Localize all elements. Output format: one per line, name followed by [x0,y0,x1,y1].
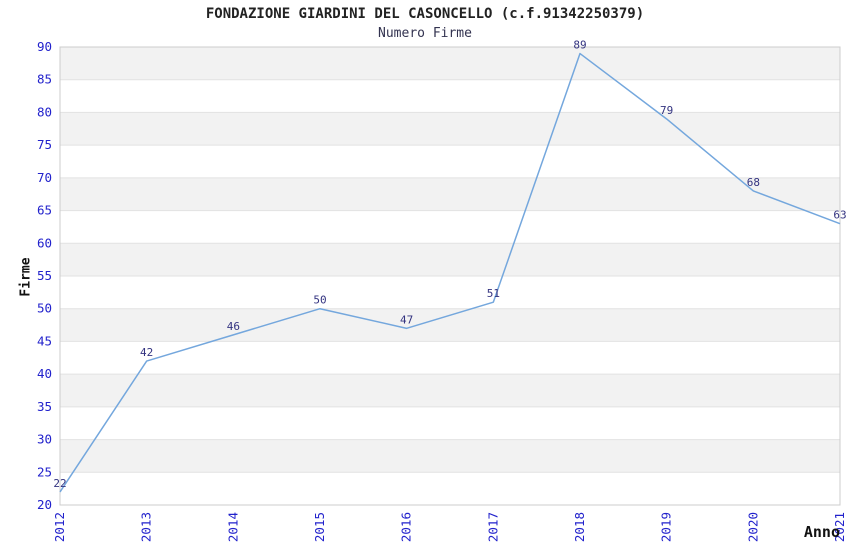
y-tick-label: 25 [37,464,52,479]
y-tick-label: 45 [37,333,52,348]
y-tick-label: 60 [37,235,52,250]
data-label: 42 [140,346,153,359]
y-tick-label: 35 [37,399,52,414]
data-label: 68 [747,176,760,189]
x-tick-label: 2016 [399,512,414,542]
data-label: 50 [313,294,326,307]
x-tick-label: 2021 [832,512,847,542]
x-tick-label: 2019 [659,512,674,542]
data-label: 63 [833,209,846,222]
data-label: 51 [487,287,500,300]
x-tick-label: 2013 [139,512,154,542]
plot-band [60,439,840,473]
data-labels: 22 42 46 50 47 51 89 79 68 63 [53,39,846,490]
x-tick-label: 2020 [745,512,760,542]
y-tick-label: 20 [37,497,52,512]
plot-border [59,46,841,506]
x-tick-labels: 2012 2013 2014 2015 2016 2017 2018 2019 2020 2021 [52,512,847,542]
y-tick-label: 75 [37,137,52,152]
plot-band [60,47,840,80]
y-tick-label: 55 [37,268,52,283]
x-tick-label: 2015 [312,512,327,542]
data-label: 22 [53,477,66,490]
plot-band [60,112,840,146]
y-tick-labels: 20 25 30 35 40 45 50 55 60 65 70 75 80 85 90 [37,39,52,512]
y-tick-label: 80 [37,104,52,119]
plot-band [60,243,840,276]
y-tick-label: 40 [37,366,52,381]
firme-line-series [59,52,841,493]
x-tick-label: 2018 [572,512,587,542]
y-tick-label: 70 [37,170,52,185]
plot-bands [60,47,840,473]
y-tick-label: 90 [37,39,52,54]
data-label: 47 [400,313,413,326]
data-label: 46 [227,320,240,333]
y-tick-label: 85 [37,72,52,87]
plot-band [60,308,840,342]
x-tick-label: 2017 [485,512,500,542]
chart-subtitle: Numero Firme [378,26,472,41]
chart-title: FONDAZIONE GIARDINI DEL CASONCELLO (c.f.… [205,6,645,22]
gridlines [60,79,840,473]
data-label: 89 [573,39,586,52]
plot-band [60,374,840,407]
x-tick-label: 2012 [52,512,67,542]
y-tick-label: 50 [37,301,52,316]
x-axis-title: Anno [803,523,840,541]
y-tick-label: 65 [37,203,52,218]
y-axis-title: Firme [18,257,34,297]
plot-band [60,177,840,211]
x-tick-label: 2014 [225,512,240,542]
y-tick-label: 30 [37,432,52,447]
data-label: 79 [660,104,673,117]
